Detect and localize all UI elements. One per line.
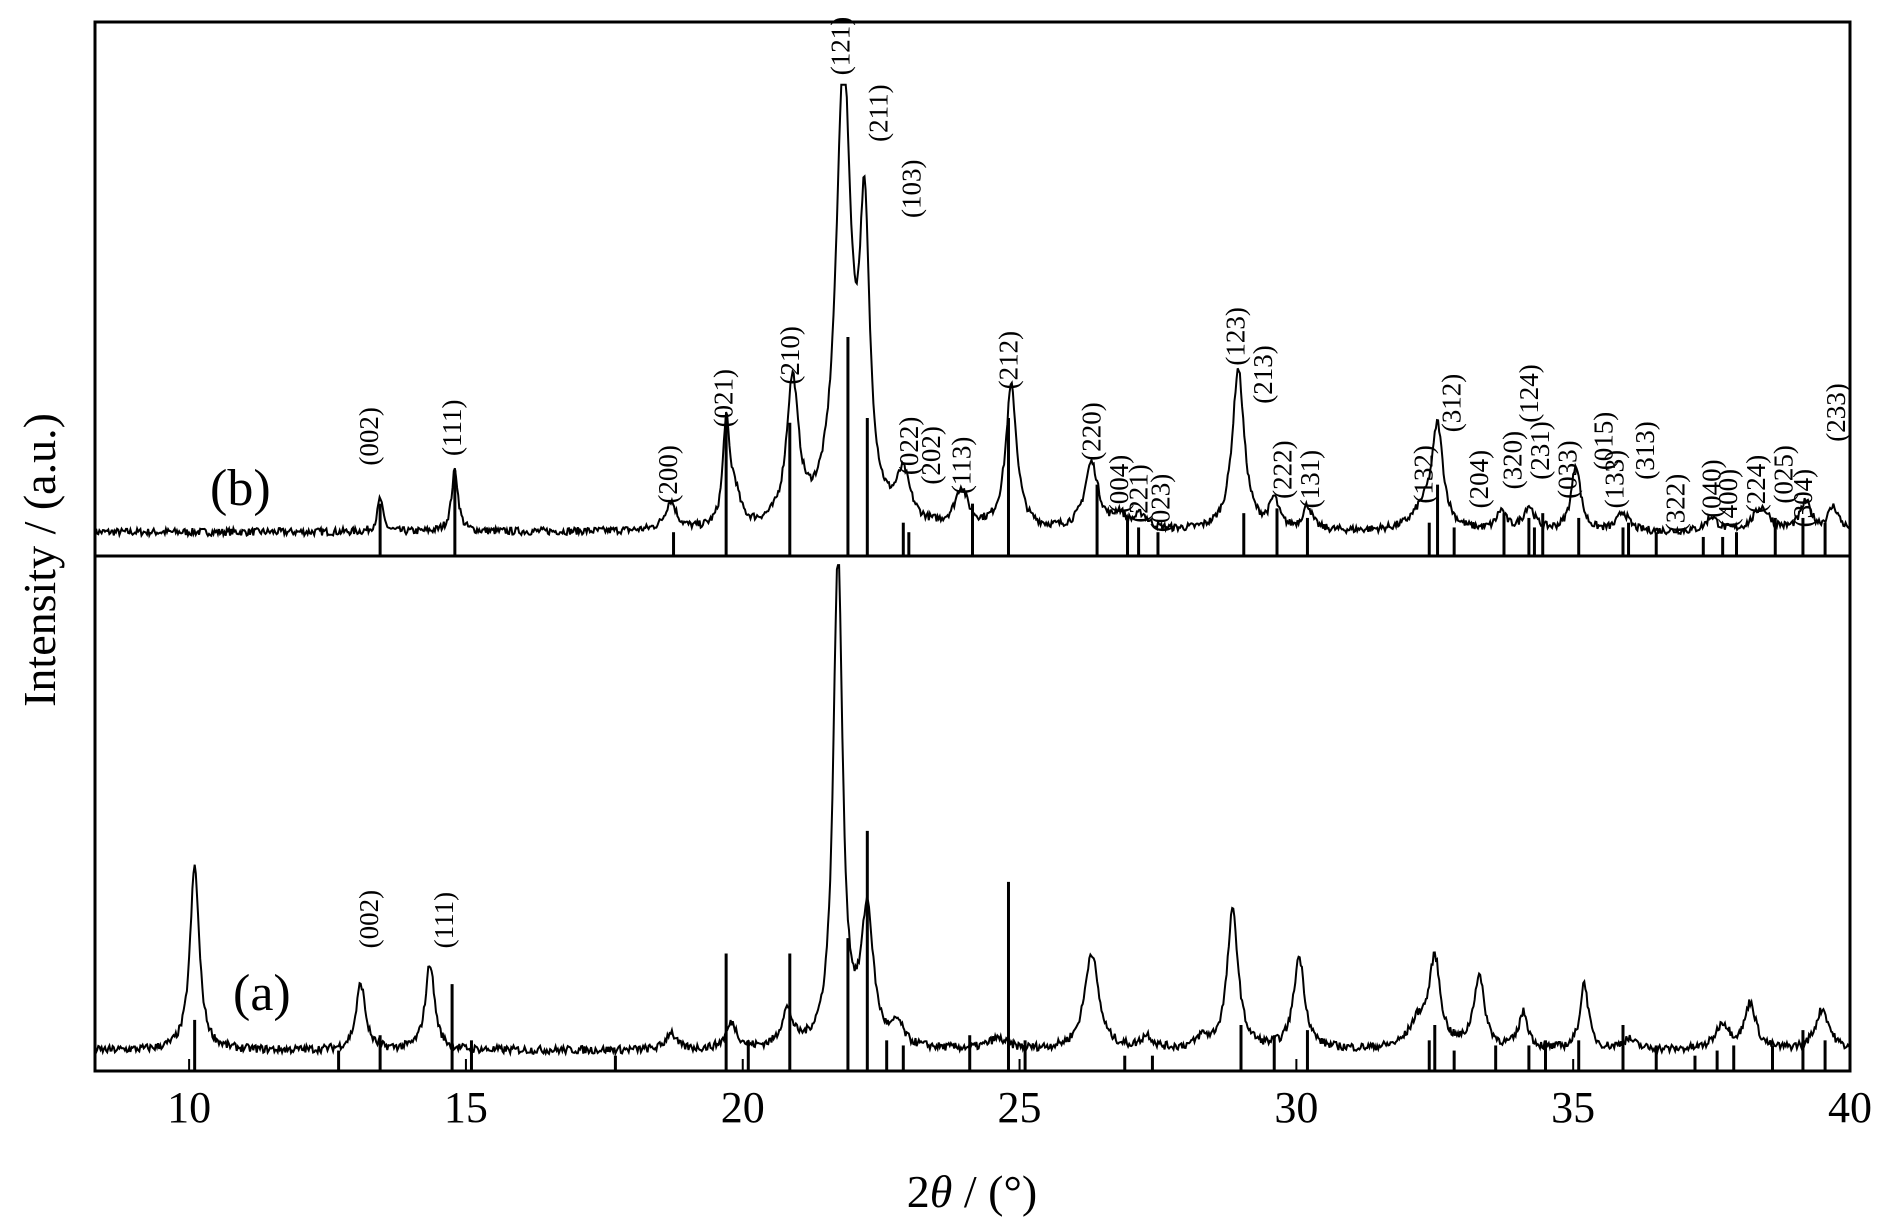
hkl-label: (233) bbox=[1821, 383, 1851, 441]
panel-label-a: (a) bbox=[233, 965, 291, 1022]
x-axis-title-unit: / (°) bbox=[952, 1166, 1037, 1217]
y-axis-title: Intensity / (a.u.) bbox=[14, 413, 65, 707]
x-tick-label: 10 bbox=[167, 1083, 211, 1132]
hkl-label: (312) bbox=[1436, 374, 1466, 432]
x-tick-label: 15 bbox=[444, 1083, 488, 1132]
hkl-label: (015) bbox=[1589, 412, 1619, 470]
hkl-label: (113) bbox=[946, 437, 976, 494]
hkl-label: (221) bbox=[1124, 464, 1154, 522]
x-tick-label: 20 bbox=[721, 1083, 765, 1132]
hkl-label: (103) bbox=[897, 160, 927, 218]
hkl-label: (211) bbox=[863, 84, 893, 141]
hkl-label: (200) bbox=[653, 445, 683, 503]
x-tick-label: 25 bbox=[998, 1083, 1042, 1132]
x-tick-label: 40 bbox=[1828, 1083, 1872, 1132]
x-axis-title: 2θ / (°) bbox=[907, 1166, 1037, 1217]
hkl-label: (022) bbox=[894, 417, 924, 475]
hkl-label: (313) bbox=[1630, 421, 1660, 479]
plot-frame bbox=[93, 20, 1852, 1073]
hkl-label: (131) bbox=[1295, 450, 1325, 508]
hkl-label: (111) bbox=[429, 892, 459, 948]
hkl-label: (400) bbox=[1713, 469, 1743, 527]
hkl-label: (111) bbox=[437, 400, 467, 456]
hkl-label: (132) bbox=[1409, 445, 1439, 503]
xrd-pattern-a bbox=[94, 564, 1851, 1057]
hkl-label: (025) bbox=[1769, 445, 1799, 503]
hkl-labels-b: (002) (111) (200) (021) (210) (121)(211)(103)… bbox=[354, 17, 1851, 532]
hkl-label: (124) bbox=[1514, 364, 1544, 422]
x-axis-title-prefix: 2 bbox=[907, 1166, 930, 1217]
panel-b: (002) (111) (200) (021) (210) (121)(211)(103)… bbox=[94, 17, 1851, 556]
xrd-pattern-b bbox=[94, 83, 1851, 539]
hkl-label: (004) bbox=[1104, 455, 1134, 513]
hkl-label: (121) bbox=[826, 17, 856, 75]
hkl-label: (213) bbox=[1248, 345, 1278, 403]
panel-a: (002) (111) (a) bbox=[94, 564, 1851, 1071]
reference-sticks-b bbox=[378, 337, 1827, 556]
hkl-labels-a: (002) (111) bbox=[354, 890, 459, 948]
hkl-label: (133) bbox=[1600, 450, 1630, 508]
panel-label-b: (b) bbox=[210, 460, 271, 517]
hkl-label: (210) bbox=[775, 326, 805, 384]
hkl-label: (320) bbox=[1497, 431, 1527, 489]
hkl-label: (231) bbox=[1525, 421, 1555, 479]
x-axis-ticks: 10 15 20 25 30 35 40 bbox=[167, 1059, 1872, 1132]
hkl-label: (021) bbox=[708, 369, 738, 427]
hkl-label: (033) bbox=[1553, 440, 1583, 498]
hkl-label: (224) bbox=[1741, 455, 1771, 513]
hkl-label: (023) bbox=[1146, 474, 1176, 532]
reference-sticks-a bbox=[193, 830, 1827, 1071]
hkl-label: (322) bbox=[1661, 474, 1691, 532]
x-tick-label: 30 bbox=[1274, 1083, 1318, 1132]
hkl-label: (002) bbox=[354, 407, 384, 465]
hkl-label: (204) bbox=[1464, 450, 1494, 508]
hkl-label: (220) bbox=[1077, 402, 1107, 460]
hkl-label: (040) bbox=[1697, 459, 1727, 517]
x-tick-label: 35 bbox=[1551, 1083, 1595, 1132]
hkl-label: (222) bbox=[1268, 440, 1298, 498]
hkl-label: (123) bbox=[1220, 307, 1250, 365]
hkl-label: (002) bbox=[354, 890, 384, 948]
hkl-label: (212) bbox=[994, 331, 1024, 389]
hkl-label: (304) bbox=[1788, 469, 1818, 527]
x-axis-title-theta: θ bbox=[930, 1166, 953, 1217]
hkl-label: (202) bbox=[916, 426, 946, 484]
